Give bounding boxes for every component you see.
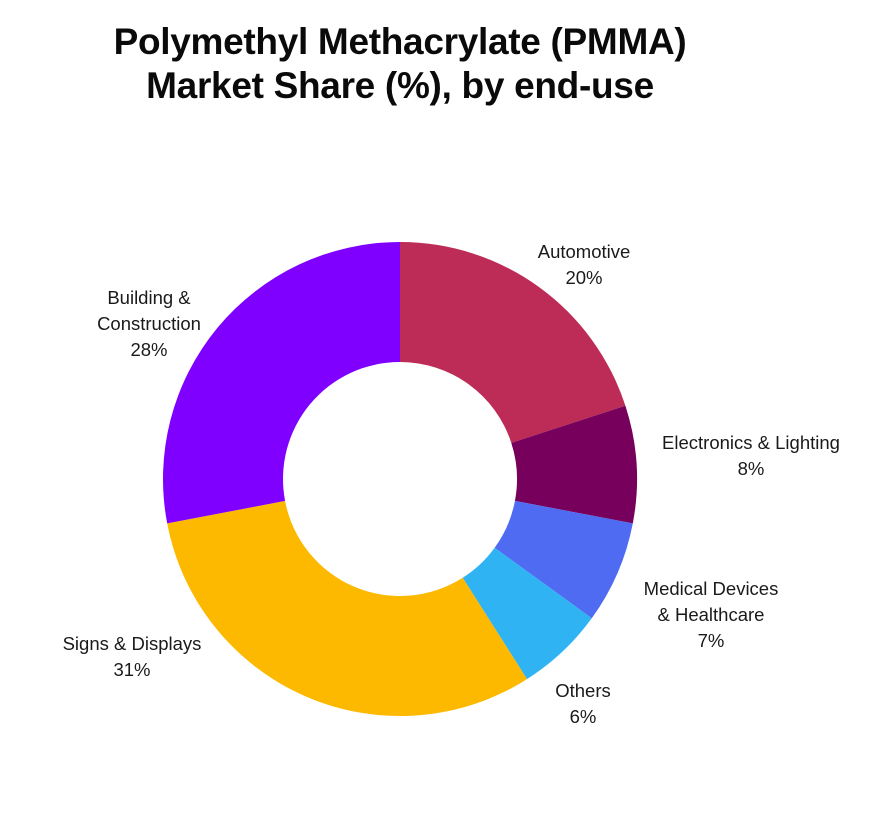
label-electronics-lighting: Electronics & Lighting 8%: [662, 430, 840, 482]
label-electronics-value: 8%: [737, 458, 765, 479]
label-signs-value: 31%: [113, 659, 151, 680]
label-others-value: 6%: [569, 706, 597, 727]
chart-title-line-1: Polymethyl Methacrylate (PMMA): [113, 21, 687, 62]
donut-slice-automotive: [400, 242, 626, 443]
label-others-name: Others: [555, 680, 611, 701]
donut-slice-others: [462, 547, 592, 680]
label-medical-value: 7%: [697, 630, 725, 651]
label-building-name-2: Construction: [97, 313, 201, 334]
label-signs-displays: Signs & Displays 31%: [63, 631, 202, 683]
label-building-name-1: Building &: [107, 287, 191, 308]
donut-slice-signs-displays: [167, 500, 527, 716]
donut-slice-building-construction: [162, 242, 400, 524]
chart-title: Polymethyl Methacrylate (PMMA) Market Sh…: [0, 20, 800, 108]
label-electronics-name: Electronics & Lighting: [662, 432, 840, 453]
donut-slice-medical-devices-healthcare: [494, 500, 633, 619]
label-building-construction: Building & Construction 28%: [97, 285, 201, 363]
label-automotive: Automotive 20%: [538, 239, 631, 291]
label-medical-name-1: Medical Devices: [643, 578, 779, 599]
donut-slice-electronics-lighting: [511, 405, 638, 524]
label-signs-name: Signs & Displays: [62, 633, 202, 654]
chart-title-line-2: Market Share (%), by end-use: [146, 65, 654, 106]
label-medical-devices: Medical Devices & Healthcare 7%: [644, 576, 779, 654]
label-others: Others 6%: [555, 678, 611, 730]
label-building-value: 28%: [130, 339, 168, 360]
label-medical-name-2: & Healthcare: [657, 604, 765, 625]
label-automotive-value: 20%: [565, 267, 603, 288]
label-automotive-name: Automotive: [537, 241, 631, 262]
